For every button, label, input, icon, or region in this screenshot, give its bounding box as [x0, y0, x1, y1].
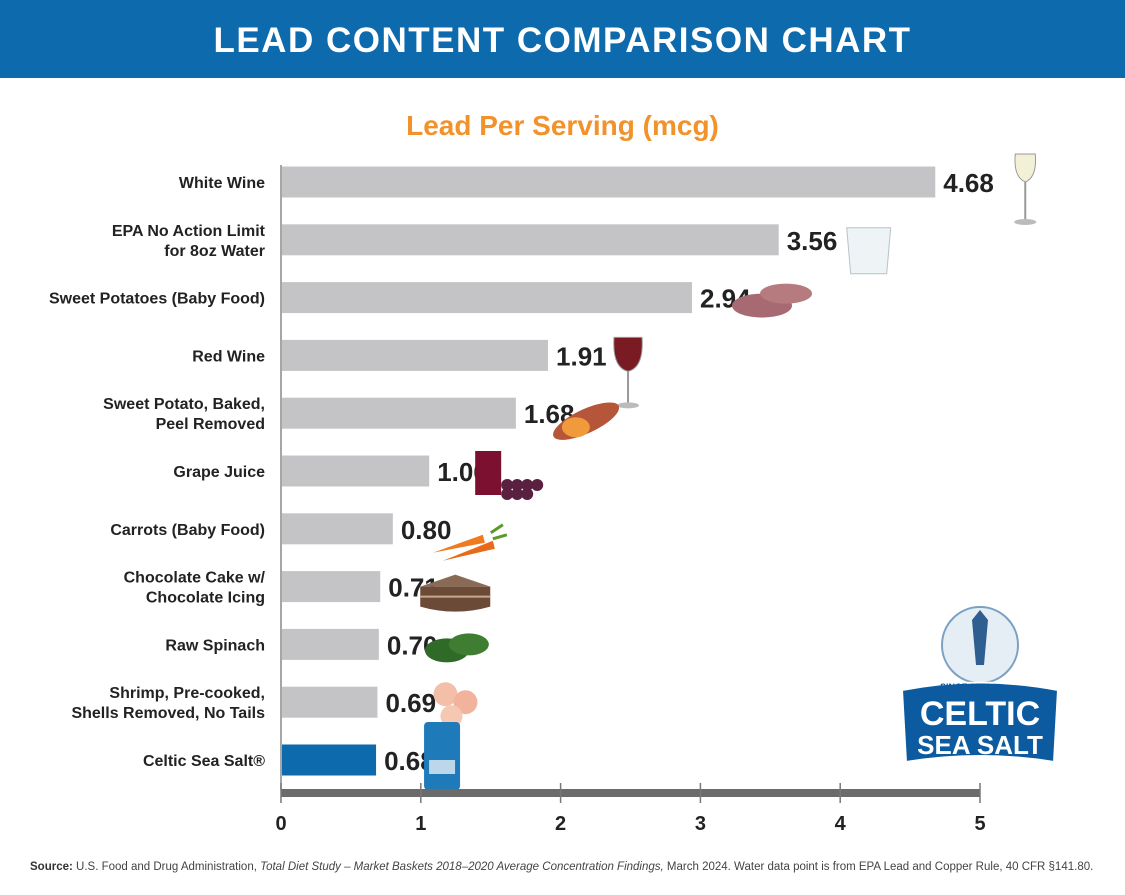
bar	[282, 282, 693, 314]
category-label: Sweet Potato, Baked,	[103, 396, 265, 413]
value-label: 0.69	[385, 688, 436, 718]
bar	[282, 628, 379, 660]
water-glass-icon	[846, 227, 892, 275]
source-label: Source:	[30, 861, 73, 873]
carrots-icon	[432, 523, 508, 561]
source-text-2: March 2024. Water data point is from EPA…	[663, 861, 1094, 873]
logo-badge	[900, 681, 1060, 764]
bar	[282, 513, 393, 545]
value-label: 3.56	[787, 226, 838, 256]
spinach-icon	[424, 633, 489, 663]
bar	[282, 744, 377, 776]
white-wine-glass-icon	[1014, 153, 1037, 225]
value-label: 0.80	[401, 515, 452, 545]
logo-line2: SEA SALT	[917, 730, 1043, 760]
category-label: Chocolate Cake w/	[124, 570, 266, 587]
bar	[282, 339, 549, 371]
shrimp-icon	[433, 682, 478, 728]
x-tick-label: 3	[695, 813, 706, 835]
source-note: Source: U.S. Food and Drug Administratio…	[30, 861, 1093, 873]
source-title: Total Diet Study – Market Baskets 2018–2…	[260, 861, 664, 873]
category-label: Celtic Sea Salt®	[143, 753, 265, 770]
chocolate-cake-icon	[420, 574, 491, 612]
category-label: for 8oz Water	[164, 243, 265, 260]
baked-sweet-potato-icon	[553, 402, 620, 440]
sweet-potatoes-icon	[732, 283, 813, 318]
bar	[282, 686, 378, 718]
bar	[282, 224, 779, 256]
category-label: White Wine	[179, 175, 265, 192]
x-axis-bar	[281, 789, 980, 797]
value-label: 4.68	[943, 168, 994, 198]
bar	[282, 571, 381, 603]
grape-juice-icon	[475, 451, 544, 500]
logo-line1: CELTIC	[920, 695, 1040, 733]
bar	[282, 455, 430, 487]
value-label: 1.91	[556, 341, 607, 371]
logo-since: SINCE 1976	[940, 682, 990, 692]
chart-header: LEAD CONTENT COMPARISON CHART	[0, 0, 1125, 78]
category-label: Peel Removed	[156, 416, 265, 433]
x-tick-label: 2	[555, 813, 566, 835]
bar	[282, 397, 516, 429]
category-label: Chocolate Icing	[146, 590, 265, 607]
category-label: Sweet Potatoes (Baby Food)	[49, 291, 265, 308]
logo-figure	[972, 610, 988, 665]
category-label: EPA No Action Limit	[112, 223, 266, 240]
x-tick-label: 1	[415, 813, 426, 835]
bar	[282, 166, 936, 198]
category-label: Raw Spinach	[165, 637, 265, 654]
source-text: U.S. Food and Drug Administration,	[72, 861, 261, 873]
category-label: Grape Juice	[173, 464, 265, 481]
red-wine-glass-icon	[613, 336, 643, 409]
category-label: Red Wine	[192, 348, 265, 365]
x-tick-label: 4	[835, 813, 847, 835]
x-tick-label: 0	[275, 813, 286, 835]
chart-title: Lead Per Serving (mcg)	[406, 110, 719, 141]
category-label: Shrimp, Pre-cooked,	[109, 685, 265, 702]
category-label: Carrots (Baby Food)	[110, 522, 265, 539]
x-tick-label: 5	[974, 813, 985, 835]
category-label: Shells Removed, No Tails	[71, 705, 265, 722]
celtic-sea-salt-bag-icon	[424, 722, 461, 790]
